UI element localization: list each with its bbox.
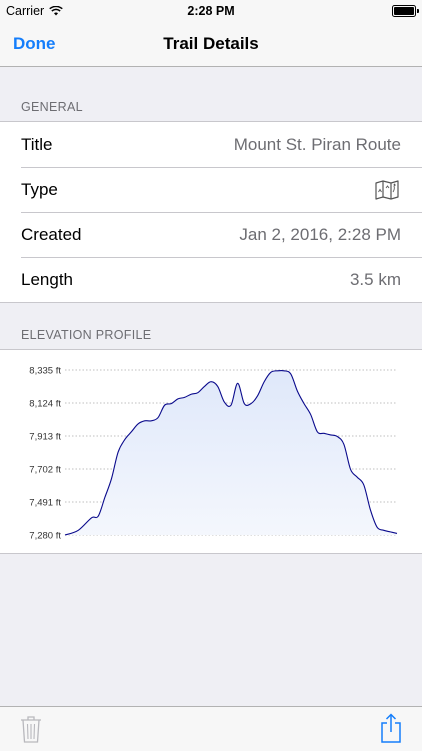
status-left: Carrier: [6, 4, 63, 18]
elevation-section-header: ELEVATION PROFILE: [21, 328, 152, 342]
row-label: Type: [21, 179, 58, 199]
row-length[interactable]: Length 3.5 km: [0, 257, 422, 302]
elevation-area: [65, 370, 397, 535]
general-section-header: GENERAL: [21, 100, 83, 114]
y-tick-label: 7,702 ft: [29, 465, 61, 476]
navigation-bar: Done Trail Details: [0, 22, 422, 67]
y-tick-label: 7,491 ft: [29, 498, 61, 509]
elevation-line: [64, 369, 398, 536]
y-tick-label: 8,335 ft: [29, 366, 61, 377]
done-button[interactable]: Done: [13, 34, 56, 53]
battery-icon: [392, 5, 419, 17]
row-title[interactable]: Title Mount St. Piran Route: [0, 122, 422, 167]
row-label: Length: [21, 269, 73, 289]
share-icon[interactable]: [380, 713, 402, 743]
row-type[interactable]: Type: [0, 167, 422, 212]
y-tick-label: 7,913 ft: [29, 432, 61, 443]
row-created[interactable]: Created Jan 2, 2016, 2:28 PM: [0, 212, 422, 257]
general-group: Title Mount St. Piran Route Type Created…: [0, 121, 422, 303]
row-label: Title: [21, 134, 53, 154]
trail-title-value: Mount St. Piran Route: [233, 134, 401, 154]
bottom-toolbar: [0, 706, 422, 751]
page-title: Trail Details: [163, 34, 259, 53]
elevation-chart-svg: 8,335 ft 8,124 ft 7,913 ft 7,702 ft 7,491 ft…: [29, 366, 398, 542]
wifi-icon: [49, 6, 63, 16]
row-label: Created: [21, 224, 82, 244]
y-tick-label: 8,124 ft: [29, 399, 61, 410]
length-value: 3.5 km: [349, 269, 401, 289]
y-tick-label: 7,280 ft: [29, 531, 61, 542]
created-value: Jan 2, 2016, 2:28 PM: [239, 224, 401, 244]
carrier-label: Carrier: [6, 4, 45, 18]
map-icon: [375, 179, 399, 200]
trash-icon[interactable]: [20, 715, 42, 743]
status-time: 2:28 PM: [187, 4, 235, 18]
elevation-chart: 8,335 ft 8,124 ft 7,913 ft 7,702 ft 7,491 ft…: [0, 349, 422, 554]
status-bar: Carrier 2:28 PM: [0, 0, 422, 22]
